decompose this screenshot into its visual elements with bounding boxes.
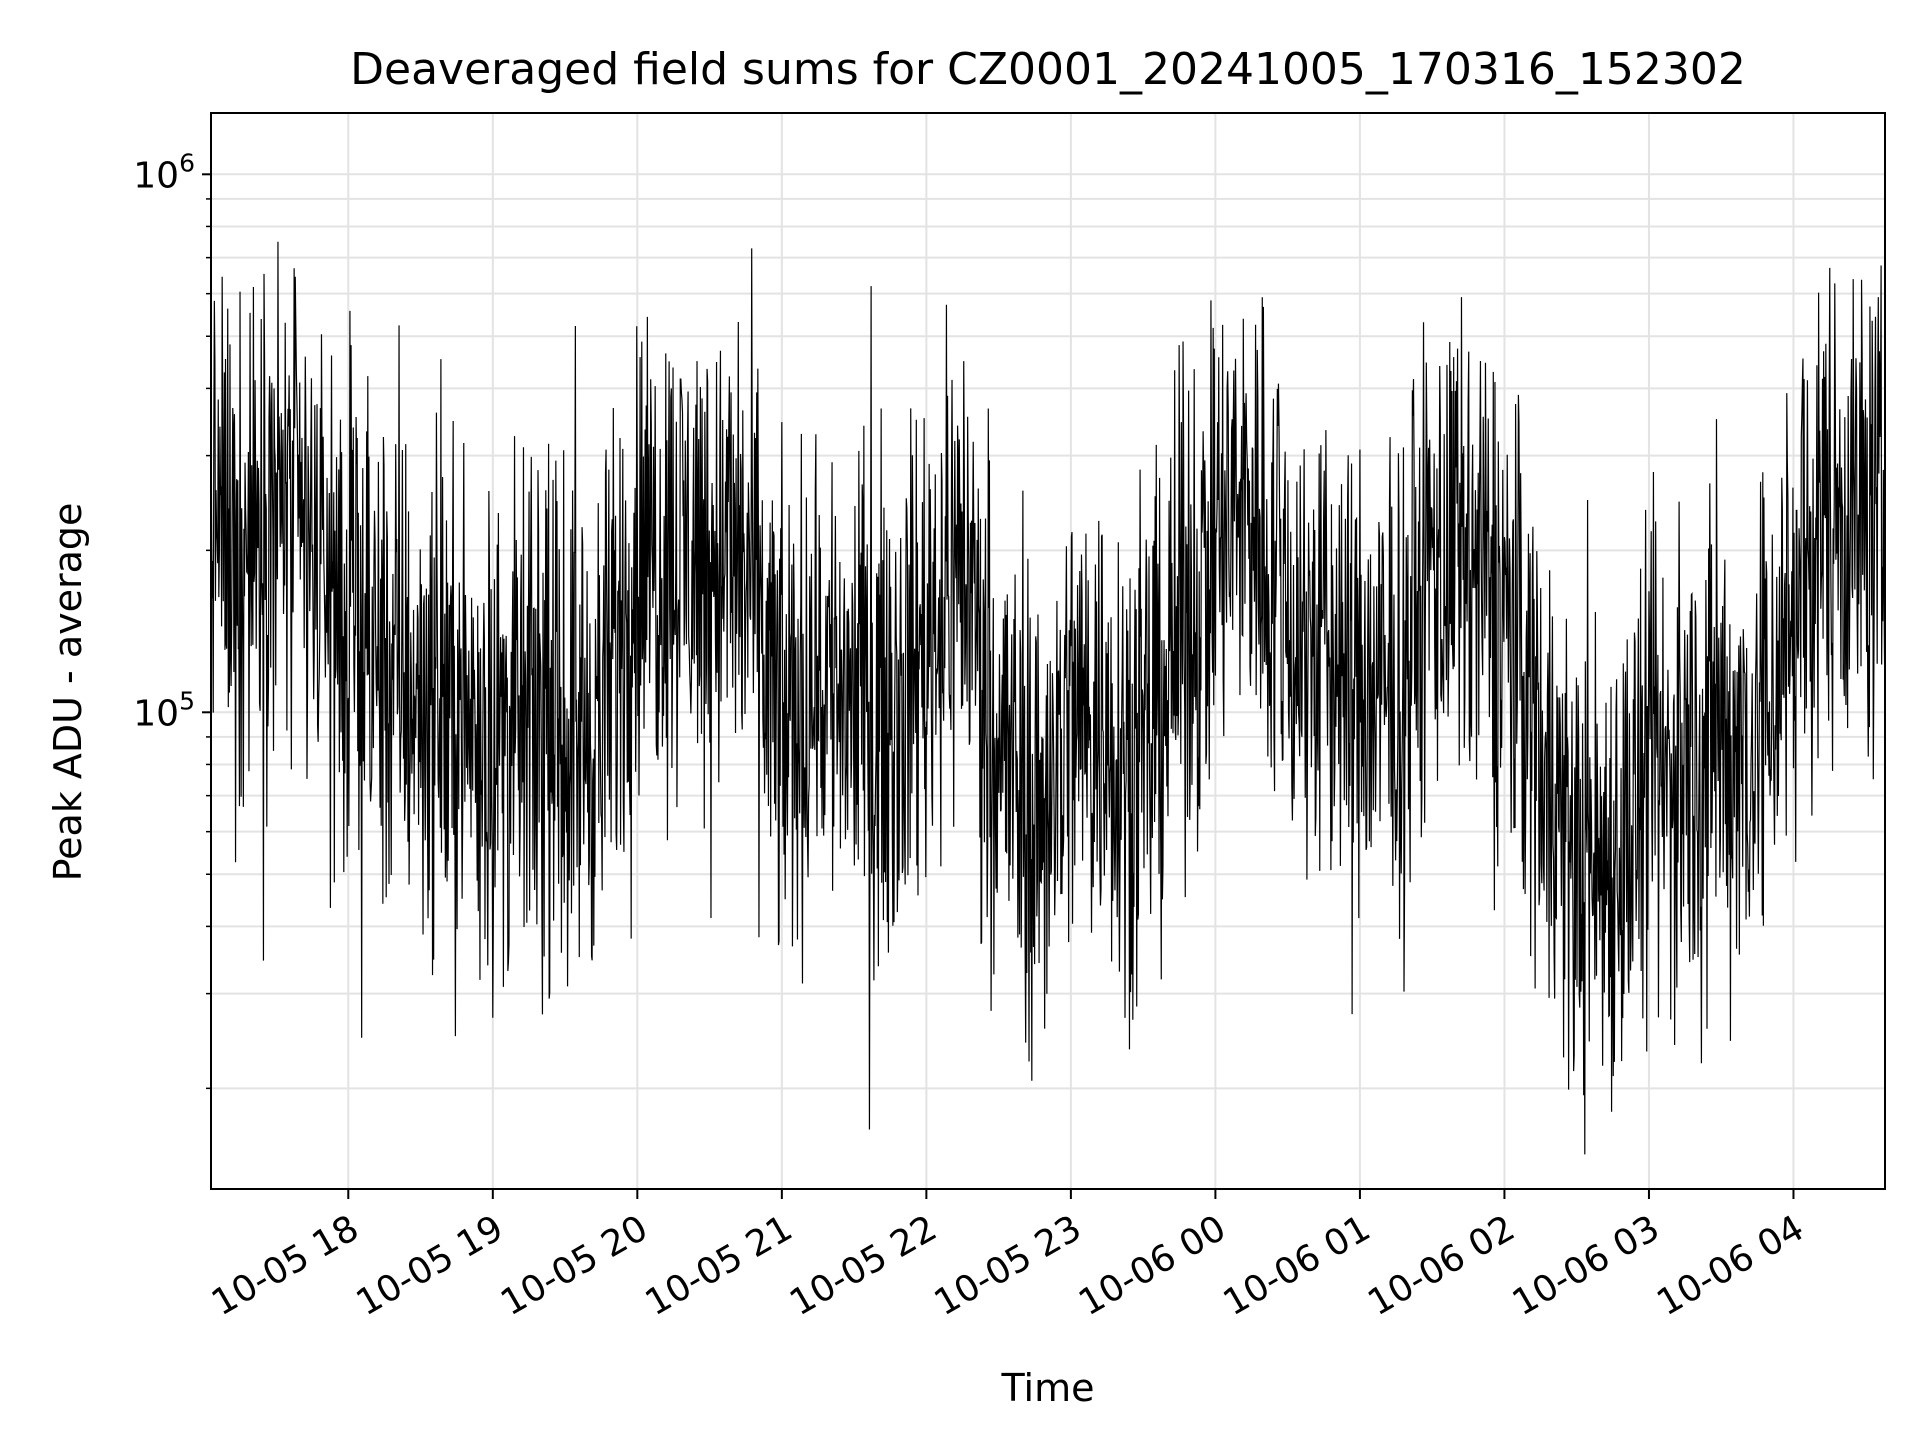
x-tick-label: 10-05 20	[494, 1208, 655, 1324]
x-axis-label: Time	[1001, 1366, 1095, 1410]
y-axis: 105 106	[133, 148, 211, 1090]
x-tick-label: 10-05 23	[928, 1208, 1089, 1324]
x-tick-label: 10-06 01	[1217, 1208, 1378, 1324]
x-tick-label: 10-05 18	[205, 1208, 366, 1324]
chart-title: Deaveraged field sums for CZ0001_2024100…	[350, 44, 1746, 95]
x-tick-label: 10-05 19	[350, 1208, 511, 1324]
plot-frame	[210, 112, 1886, 1190]
y-tick-label: 105	[133, 686, 195, 734]
y-tick-label: 106	[133, 148, 195, 196]
series-layer	[210, 241, 1886, 1155]
x-tick-label: 10-06 03	[1506, 1208, 1667, 1324]
x-tick-label: 10-05 21	[639, 1208, 800, 1324]
x-tick-label: 10-06 02	[1361, 1208, 1522, 1324]
x-tick-label: 10-06 00	[1072, 1208, 1233, 1324]
x-tick-label: 10-06 04	[1650, 1208, 1811, 1324]
x-tick-label: 10-05 22	[783, 1208, 944, 1324]
series-line	[210, 241, 1886, 1155]
